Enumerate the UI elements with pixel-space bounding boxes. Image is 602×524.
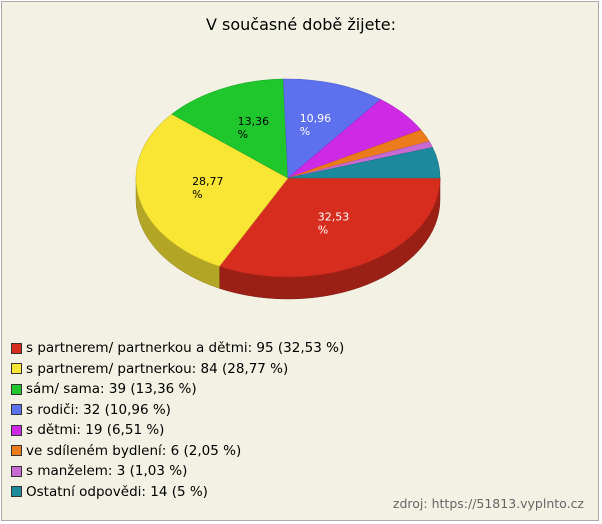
source-credit: zdroj: https://51813.vyplnto.cz (393, 496, 584, 511)
legend-item: s partnerem/ partnerkou a dětmi: 95 (32,… (11, 338, 344, 359)
legend-item: ve sdíleném bydlení: 6 (2,05 %) (11, 441, 344, 462)
pie-data-label-3: 10,96% (300, 112, 332, 138)
legend-label: s rodiči: 32 (10,96 %) (26, 401, 171, 418)
legend-swatch (11, 445, 22, 457)
legend-label: s partnerem/ partnerkou: 84 (28,77 %) (26, 360, 289, 377)
legend-label: s manželem: 3 (1,03 %) (26, 463, 188, 480)
pie-slice-3 (282, 78, 382, 179)
pie-data-label-1: 28,77% (192, 175, 224, 201)
legend-item: s dětmi: 19 (6,51 %) (11, 420, 344, 441)
legend-swatch (11, 424, 22, 436)
legend-item: sám/ sama: 39 (13,36 %) (11, 379, 344, 400)
legend-label: s partnerem/ partnerkou a dětmi: 95 (32,… (26, 340, 345, 357)
legend-item: s partnerem/ partnerkou: 84 (28,77 %) (11, 359, 344, 380)
pie-slice-2 (171, 78, 289, 179)
legend-swatch (11, 404, 22, 416)
pie-slice-1 (135, 113, 289, 267)
pie-data-label-2: 13,36% (238, 115, 270, 141)
pie-data-label-0: 32,53% (318, 210, 350, 236)
legend-swatch (11, 465, 22, 477)
legend-swatch (11, 383, 22, 395)
pie-chart: 32,53 % 28,77 % 13,36 % 10,96% (135, 78, 441, 300)
source-url[interactable]: https://51813.vyplnto.cz (431, 496, 584, 511)
legend-item: Ostatní odpovědi: 14 (5 %) (11, 482, 344, 503)
legend-swatch (11, 486, 22, 498)
pie-slice-0 (218, 177, 441, 278)
legend-label: Ostatní odpovědi: 14 (5 %) (26, 483, 208, 500)
legend-label: ve sdíleném bydlení: 6 (2,05 %) (26, 442, 242, 459)
legend-item: s rodiči: 32 (10,96 %) (11, 400, 344, 421)
chart-title: V současné době žijete: (206, 15, 396, 34)
legend-swatch (11, 342, 22, 354)
legend-swatch (11, 363, 22, 375)
legend-label: s dětmi: 19 (6,51 %) (26, 422, 165, 439)
pie-slice-7 (287, 147, 441, 179)
legend-label: sám/ sama: 39 (13,36 %) (26, 381, 197, 398)
chart-legend: s partnerem/ partnerkou a dětmi: 95 (32,… (11, 338, 344, 502)
legend-item: s manželem: 3 (1,03 %) (11, 461, 344, 482)
source-prefix: zdroj: (392, 496, 428, 511)
